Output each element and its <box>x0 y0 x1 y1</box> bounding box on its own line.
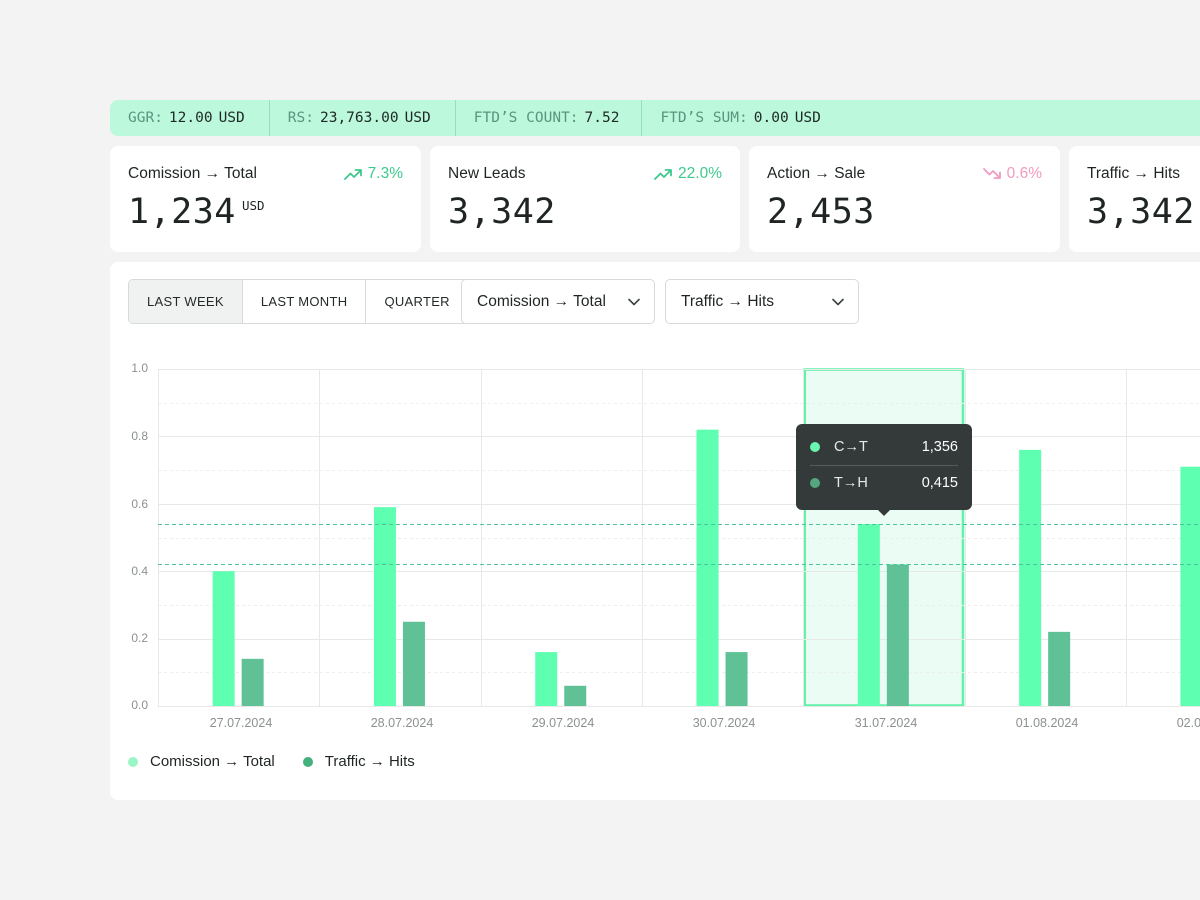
kpi-title: Action → Sale <box>767 165 866 182</box>
period-switcher: LAST WEEK LAST MONTH QUARTER <box>128 279 469 324</box>
kpi-delta: 0.6% <box>982 165 1042 183</box>
chevron-down-icon <box>628 298 640 305</box>
kpi-value: 2,453 <box>767 192 875 232</box>
bar-chart[interactable] <box>110 262 1200 742</box>
stat-unit: USD <box>218 110 245 126</box>
trend-down-icon <box>982 168 1001 179</box>
kpi-delta: 7.3% <box>343 165 403 183</box>
tooltip-label: C→T <box>834 439 868 455</box>
legend-dot-icon <box>128 756 138 767</box>
kpi-card-action-sale[interactable]: Action → Sale 0.6% 2,453 <box>749 146 1060 252</box>
x-tick-label: 29.07.2024 <box>531 716 595 730</box>
tooltip-divider <box>810 465 958 466</box>
y-tick-label: 1.0 <box>131 361 148 375</box>
stats-bar: GGR: 12.00 USD RS: 23,763.00 USD FTD’S C… <box>110 100 1200 136</box>
bar-traffic-hits <box>1048 631 1071 706</box>
bar-comission-total <box>212 571 235 706</box>
bar-comission-total <box>1019 449 1042 706</box>
kpi-value: 3,342 <box>448 192 556 232</box>
kpi-delta-value: 7.3% <box>367 165 403 182</box>
series-dot-icon <box>810 478 820 488</box>
legend-dot-icon <box>302 756 313 767</box>
metric-select-value: Traffic → Hits <box>681 292 775 310</box>
y-tick-label: 0.6 <box>131 497 148 511</box>
series-dot-icon <box>810 442 820 452</box>
x-tick-label: 02.08.2024 <box>1176 716 1200 730</box>
highlight-column <box>803 368 965 707</box>
y-tick-label: 0.0 <box>131 698 148 712</box>
kpi-title: Comission → Total <box>128 165 257 182</box>
stat-label: FTD’S SUM: <box>660 110 748 126</box>
stat-value: 7.52 <box>584 110 620 126</box>
bar-traffic-hits <box>241 658 264 706</box>
legend-label: Traffic → Hits <box>324 753 415 770</box>
chart-tooltip: C→T 1,356 T→H 0,415 <box>796 424 972 516</box>
tooltip-row: T→H 0,415 <box>810 471 958 495</box>
tooltip-value: 1,356 <box>921 439 958 455</box>
kpi-title: Traffic → Hits <box>1087 165 1181 182</box>
x-tick-label: 01.08.2024 <box>1015 716 1079 730</box>
tooltip-label: T→H <box>834 475 868 491</box>
kpi-card-new-leads[interactable]: New Leads 22.0% 3,342 <box>430 146 740 252</box>
stat-label: RS: <box>287 110 314 126</box>
x-tick-label: 28.07.2024 <box>370 716 434 730</box>
stat-rs: RS: 23,763.00 USD <box>270 100 456 136</box>
stat-value: 12.00 <box>168 110 213 126</box>
tooltip-value: 0,415 <box>921 475 958 491</box>
bar-traffic-hits <box>402 621 425 706</box>
kpi-card-traffic-hits[interactable]: Traffic → Hits 3,342 <box>1069 146 1200 252</box>
stat-label: GGR: <box>128 110 163 126</box>
y-tick-label: 0.2 <box>131 631 148 645</box>
kpi-value: 1,234 <box>128 192 236 232</box>
stat-ftd-sum: FTD’S SUM: 0.00 USD <box>642 100 844 136</box>
kpi-unit: USD <box>242 198 265 213</box>
period-quarter-button[interactable]: QUARTER <box>366 280 468 323</box>
kpi-delta-value: 22.0% <box>678 165 722 182</box>
tooltip-row: C→T 1,356 <box>810 435 958 459</box>
y-tick-label: 0.8 <box>131 429 148 443</box>
y-tick-label: 0.4 <box>131 564 148 578</box>
period-last-month-button[interactable]: LAST MONTH <box>242 280 367 323</box>
legend-item-comission[interactable]: Comission → Total <box>128 753 275 770</box>
stat-ggr: GGR: 12.00 USD <box>110 100 270 136</box>
metric-select-secondary[interactable]: Traffic → Hits <box>665 279 859 324</box>
bar-traffic-hits <box>886 564 909 706</box>
kpi-delta-value: 0.6% <box>1006 165 1042 182</box>
chart-legend: Comission → Total Traffic → Hits <box>128 753 443 770</box>
metric-select-value: Comission → Total <box>477 292 606 310</box>
trend-up-icon <box>654 169 672 180</box>
kpi-title: New Leads <box>448 165 526 182</box>
metric-select-primary[interactable]: Comission → Total <box>461 279 655 324</box>
chart-panel: LAST WEEK LAST MONTH QUARTER Comission →… <box>110 262 1200 800</box>
stat-unit: USD <box>794 110 821 126</box>
kpi-value: 3,342 <box>1087 192 1195 232</box>
bar-traffic-hits <box>564 685 587 706</box>
legend-item-traffic[interactable]: Traffic → Hits <box>302 753 415 770</box>
period-last-week-button[interactable]: LAST WEEK <box>129 280 243 323</box>
stat-unit: USD <box>404 110 431 126</box>
stat-value: 23,763.00 <box>319 110 399 126</box>
stat-value: 0.00 <box>753 110 789 126</box>
bar-comission-total <box>373 507 396 706</box>
x-tick-label: 30.07.2024 <box>692 716 756 730</box>
x-tick-label: 31.07.2024 <box>854 716 918 730</box>
kpi-delta: 22.0% <box>654 165 722 183</box>
kpi-card-comission[interactable]: Comission → Total 7.3% 1,234 USD <box>110 146 421 252</box>
x-tick-label: 27.07.2024 <box>209 716 273 730</box>
trend-up-icon <box>343 169 362 180</box>
chevron-down-icon <box>832 298 844 305</box>
bar-comission-total <box>696 429 719 706</box>
bar-comission-total <box>857 524 880 706</box>
legend-label: Comission → Total <box>150 753 275 770</box>
bar-comission-total <box>1180 466 1200 706</box>
bar-comission-total <box>535 652 558 706</box>
stat-label: FTD’S COUNT: <box>473 110 579 126</box>
stat-ftd-count: FTD’S COUNT: 7.52 <box>456 100 643 136</box>
tooltip-arrow <box>877 509 891 516</box>
bar-traffic-hits <box>725 652 748 706</box>
